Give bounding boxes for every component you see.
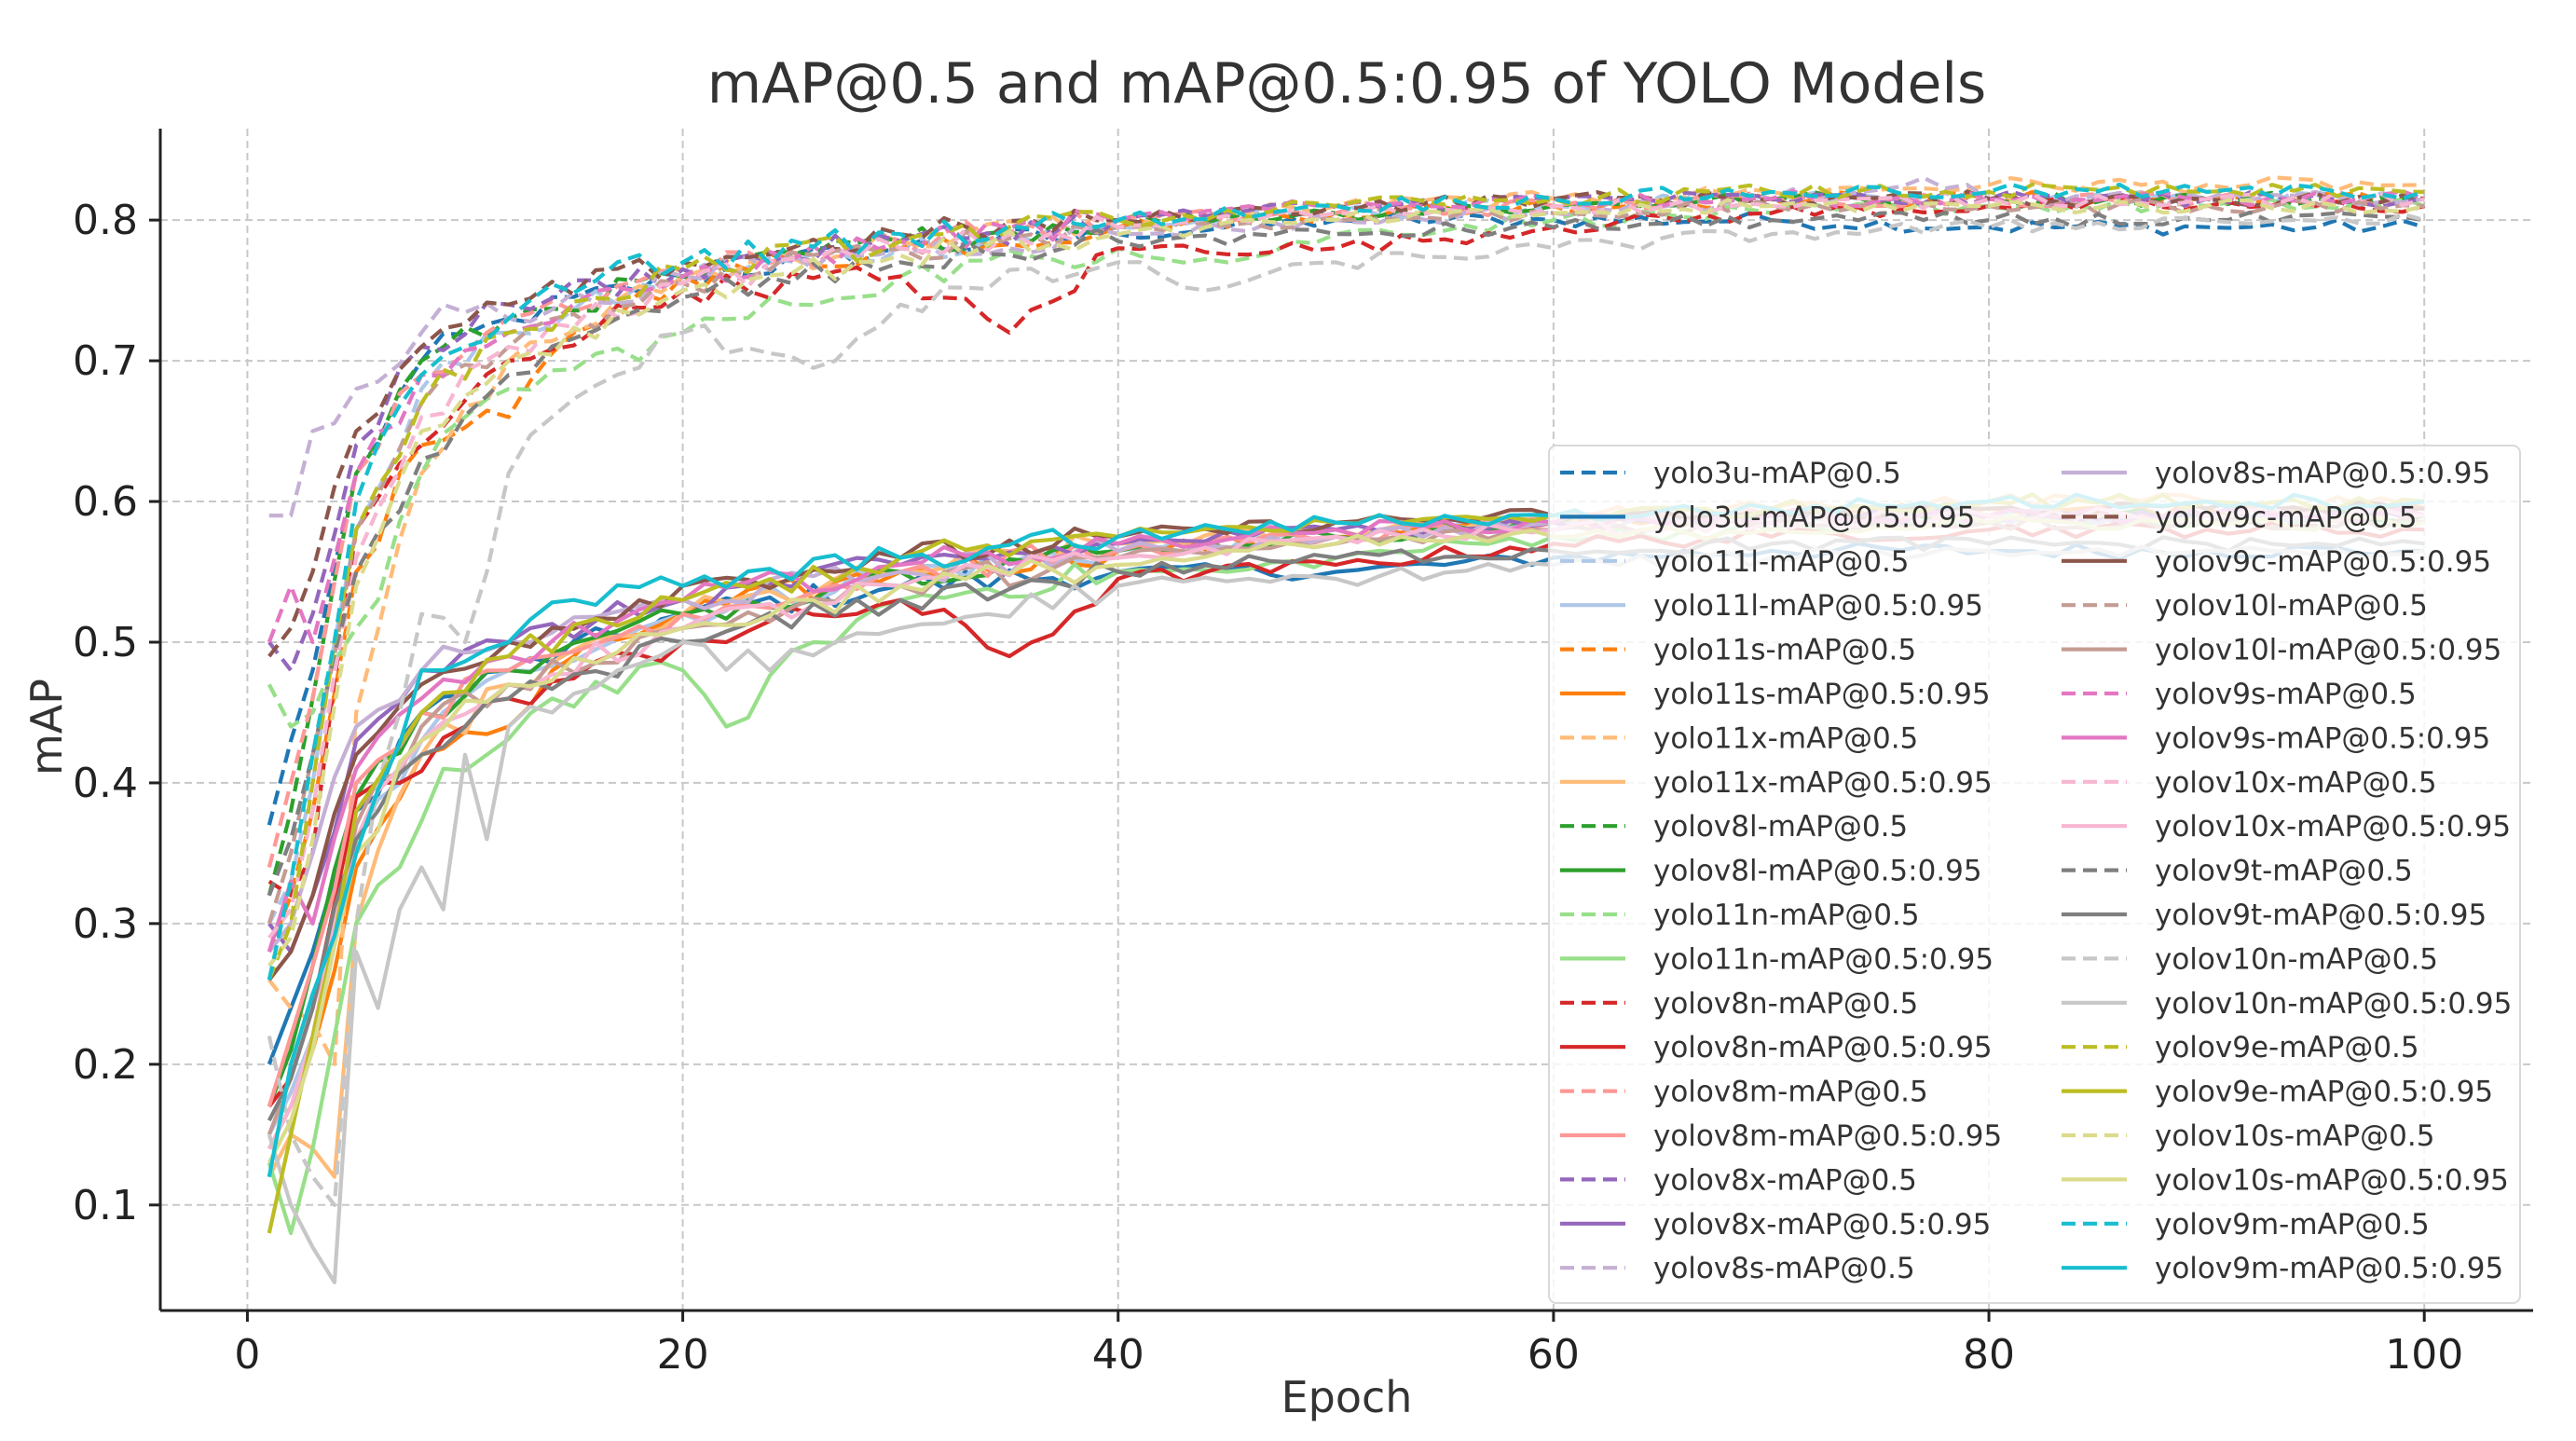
- legend-label: yolov9c-mAP@0.5: [2155, 501, 2418, 534]
- series-line-yolov9m-mAP@0.5: [267, 182, 2425, 981]
- legend-label: yolo11s-mAP@0.5: [1653, 634, 1916, 667]
- y-tick-label: 0.3: [73, 900, 138, 948]
- y-tick-label: 0.1: [73, 1182, 138, 1229]
- legend-label: yolov9c-mAP@0.5:0.95: [2155, 545, 2491, 579]
- x-tick-label: 40: [1092, 1331, 1144, 1379]
- x-tick-label: 80: [1963, 1331, 2015, 1379]
- series-line-yolov8x-mAP@0.5: [267, 189, 2425, 673]
- legend-label: yolov9t-mAP@0.5:0.95: [2155, 899, 2487, 932]
- x-tick-label: 0: [234, 1331, 260, 1379]
- y-tick-label: 0.5: [73, 619, 138, 666]
- x-tick-label: 20: [657, 1331, 709, 1379]
- series-line-yolov10s-mAP@0.5: [267, 198, 2425, 968]
- y-tick-label: 0.4: [73, 760, 138, 807]
- series-line-yolov10l-mAP@0.5: [267, 196, 2425, 925]
- legend-label: yolo11x-mAP@0.5: [1653, 721, 1918, 755]
- legend-label: yolov10x-mAP@0.5: [2155, 766, 2437, 800]
- legend-label: yolo3u-mAP@0.5:0.95: [1653, 501, 1975, 534]
- legend-label: yolov10n-mAP@0.5:0.95: [2155, 987, 2512, 1021]
- chart-title: mAP@0.5 and mAP@0.5:0.95 of YOLO Models: [707, 51, 1987, 117]
- legend-label: yolo11x-mAP@0.5:0.95: [1653, 766, 1993, 800]
- legend-label: yolov8l-mAP@0.5: [1653, 810, 1908, 844]
- legend: yolo3u-mAP@0.5 yolo3u-mAP@0.5:0.95 yolo11l…: [1548, 445, 2521, 1304]
- legend-label: yolo11l-mAP@0.5:0.95: [1653, 589, 1983, 623]
- legend-label: yolo11l-mAP@0.5: [1653, 545, 1910, 579]
- legend-label: yolov8l-mAP@0.5:0.95: [1653, 855, 1982, 888]
- x-tick-label: 100: [2385, 1331, 2463, 1379]
- legend-label: yolov9t-mAP@0.5: [2155, 855, 2413, 888]
- legend-label: yolov10l-mAP@0.5:0.95: [2155, 634, 2501, 667]
- legend-label: yolov9e-mAP@0.5:0.95: [2155, 1076, 2493, 1109]
- y-tick-label: 0.7: [73, 337, 138, 385]
- legend-label: yolov8m-mAP@0.5: [1653, 1076, 1928, 1109]
- axes: [158, 129, 2533, 1312]
- y-tick-label: 0.2: [73, 1041, 138, 1089]
- legend-label: yolov8s-mAP@0.5: [1653, 1252, 1915, 1285]
- x-axis-label: Epoch: [1281, 1372, 1413, 1422]
- ticks: 0 20 40 60 80 100 0.1 0.2 0.3 0.4 0.5 0.6 0.7 0.8: [73, 197, 2463, 1379]
- y-tick-label: 0.8: [73, 197, 138, 244]
- legend-label: yolov10s-mAP@0.5:0.95: [2155, 1163, 2509, 1197]
- legend-label: yolov8x-mAP@0.5:0.95: [1653, 1208, 1991, 1242]
- legend-label: yolov8x-mAP@0.5: [1653, 1163, 1917, 1197]
- legend-label: yolov9m-mAP@0.5:0.95: [2155, 1252, 2503, 1285]
- legend-label: yolov8n-mAP@0.5: [1653, 987, 1918, 1021]
- series-line-yolov8s-mAP@0.5: [268, 175, 2425, 518]
- legend-label: yolov8m-mAP@0.5:0.95: [1653, 1119, 2002, 1153]
- y-axis-label: mAP: [21, 679, 72, 775]
- legend-label: yolov8n-mAP@0.5:0.95: [1653, 1031, 1993, 1064]
- legend-label: yolo11n-mAP@0.5:0.95: [1653, 942, 1994, 976]
- y-tick-label: 0.6: [73, 478, 138, 526]
- legend-label: yolo11n-mAP@0.5: [1653, 899, 1920, 932]
- series-line-yolov9e-mAP@0.5: [267, 182, 2425, 981]
- legend-label: yolov9m-mAP@0.5: [2155, 1208, 2430, 1242]
- legend-label: yolov9s-mAP@0.5:0.95: [2155, 721, 2490, 755]
- legend-label: yolov10l-mAP@0.5: [2155, 589, 2428, 623]
- legend-label: yolov9s-mAP@0.5: [2155, 678, 2417, 711]
- series-line-yolov9s-mAP@0.5: [267, 189, 2425, 645]
- legend-label: yolov10s-mAP@0.5: [2155, 1119, 2434, 1153]
- legend-label: yolo11s-mAP@0.5:0.95: [1653, 678, 1991, 711]
- legend-label: yolo3u-mAP@0.5: [1653, 457, 1901, 490]
- legend-label: yolov8s-mAP@0.5:0.95: [2155, 457, 2490, 490]
- legend-label: yolov9e-mAP@0.5: [2155, 1031, 2419, 1064]
- legend-label: yolov10n-mAP@0.5: [2155, 942, 2438, 976]
- legend-box: [1548, 445, 2521, 1304]
- legend-label: yolov10x-mAP@0.5:0.95: [2155, 810, 2511, 844]
- x-tick-label: 60: [1528, 1331, 1580, 1379]
